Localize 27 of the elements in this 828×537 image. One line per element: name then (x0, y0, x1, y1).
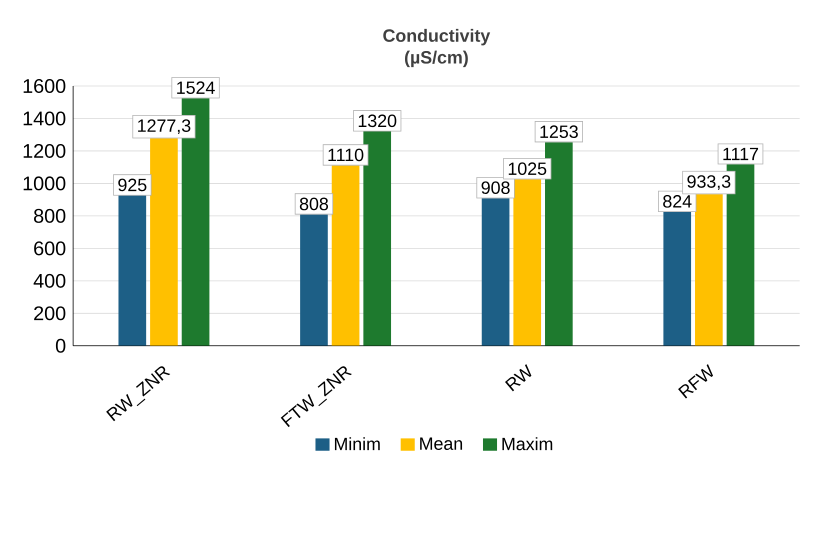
data-label: 1277,3 (138, 119, 190, 134)
data-label: 1025 (508, 162, 546, 176)
data-label: 925 (118, 178, 146, 192)
data-label: 1253 (540, 125, 578, 138)
y-tick-label: 1000 (24, 176, 66, 190)
chart-subtitle: (µS/cm) (404, 50, 468, 68)
data-label: 808 (300, 198, 328, 210)
data-label: 908 (482, 181, 510, 194)
y-tick-label: 400 (34, 274, 66, 288)
x-tick-label: RW (505, 364, 532, 392)
data-label: 933,3 (687, 175, 730, 190)
data-label: 824 (663, 195, 692, 208)
legend-label: Maxim (502, 437, 552, 450)
data-label: 1117 (723, 148, 758, 160)
y-tick-label: 200 (34, 306, 66, 320)
y-tick-label: 0 (56, 338, 66, 353)
data-label: 1110 (328, 148, 364, 162)
y-tick-label: 800 (34, 208, 66, 223)
y-tick-label: 600 (34, 241, 66, 256)
data-label: 1524 (177, 81, 215, 94)
data-label: 1320 (358, 114, 396, 128)
y-tick-label: 1400 (24, 111, 66, 126)
chart-title: Conductivity (383, 28, 490, 46)
y-tick-label: 1600 (24, 79, 66, 94)
legend-label: Minim (334, 437, 380, 450)
legend-label: Mean (420, 438, 462, 450)
y-tick-label: 1200 (24, 144, 66, 158)
